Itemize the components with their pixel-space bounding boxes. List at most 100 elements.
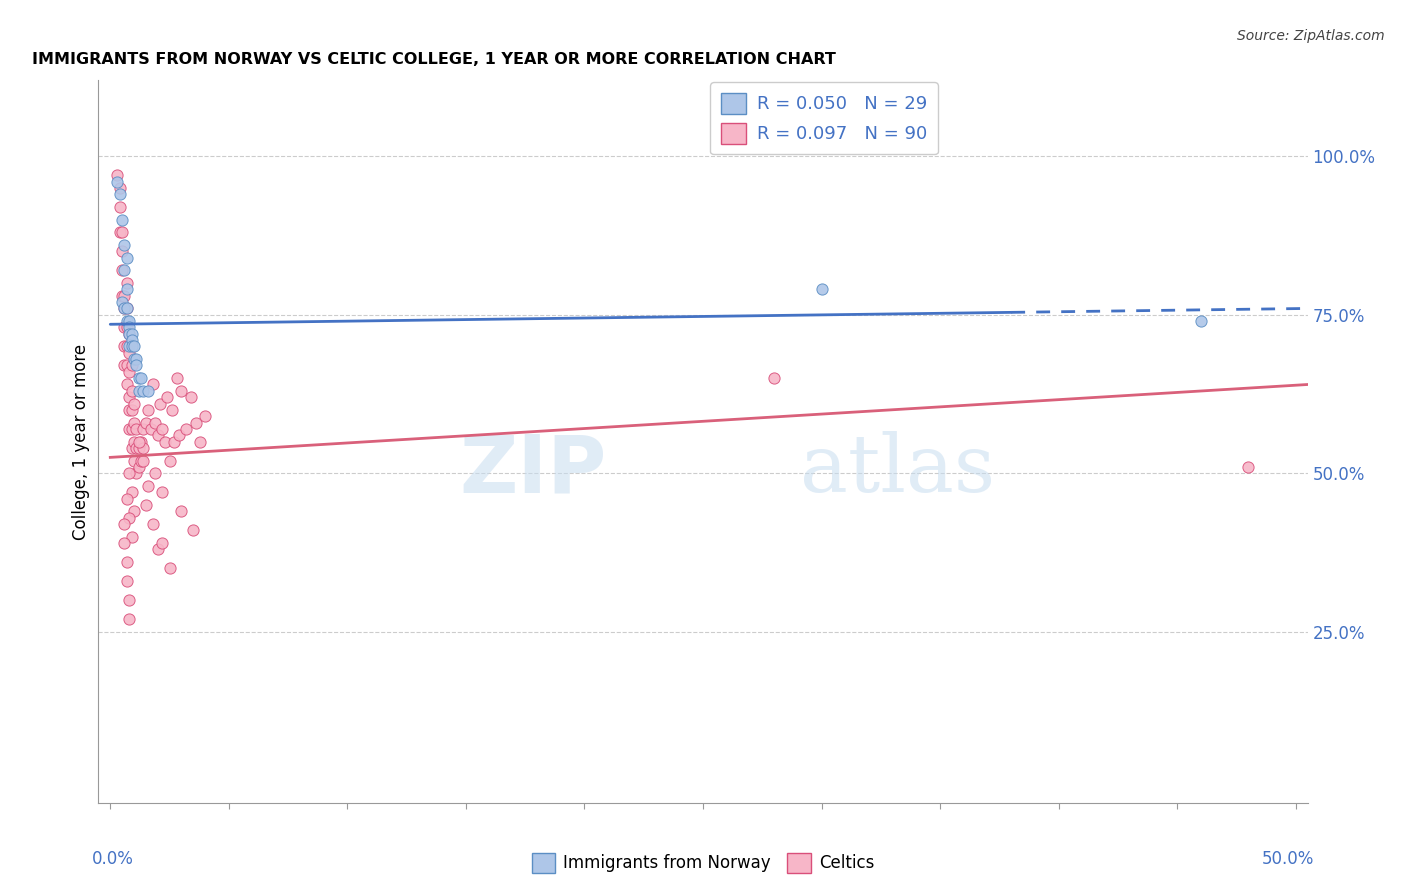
Point [125,422,148,436]
Point [122,453,145,467]
Point [122,396,145,410]
Point [118,346,141,360]
Point [128,459,150,474]
Point [129,371,152,385]
Point [118,326,141,341]
Point [111,295,134,310]
Point [111,244,134,259]
Point [139,422,162,436]
Point [115,301,138,316]
Point [115,301,138,316]
Point [114,536,136,550]
Y-axis label: College, 1 year or more: College, 1 year or more [72,343,90,540]
Point [118,339,141,353]
Point [108,226,131,240]
Point [146,542,169,557]
Point [118,326,141,341]
Point [143,467,166,481]
Point [121,441,143,455]
Point [114,301,136,316]
Text: 50.0%: 50.0% [1261,850,1313,868]
Point [111,212,134,227]
Point [190,434,212,449]
Point [128,371,150,385]
Point [121,402,143,417]
Point [115,574,138,588]
Point [180,390,202,404]
Point [128,434,150,449]
Point [121,422,143,436]
Point [115,276,138,290]
Point [118,510,141,524]
Text: 0.0%: 0.0% [93,850,134,868]
Point [122,434,145,449]
Point [170,384,193,398]
Point [115,359,138,373]
Point [184,416,207,430]
Point [135,416,157,430]
Point [121,485,143,500]
Point [118,467,141,481]
Point [132,384,155,398]
Point [181,523,204,537]
Point [114,263,136,277]
Point [118,314,141,328]
Point [129,453,152,467]
Point [118,612,141,626]
Text: atlas: atlas [800,432,995,509]
Point [149,396,172,410]
Point [108,200,131,214]
Point [122,339,145,353]
Point [163,434,186,449]
Point [115,314,138,328]
Point [143,416,166,430]
Point [114,339,136,353]
Point [194,409,217,424]
Point [1189,314,1212,328]
Point [810,282,832,296]
Point [125,359,148,373]
Legend: R = 0.050   N = 29, R = 0.097   N = 90: R = 0.050 N = 29, R = 0.097 N = 90 [710,82,938,154]
Point [132,441,155,455]
Point [121,326,143,341]
Point [122,504,145,518]
Point [125,441,148,455]
Point [167,428,190,442]
Point [111,263,134,277]
Point [152,422,174,436]
Point [114,320,136,334]
Point [118,365,141,379]
Point [132,453,155,467]
Point [763,371,786,385]
Point [108,181,131,195]
Text: ZIP: ZIP [458,432,606,509]
Point [156,390,179,404]
Text: Source: ZipAtlas.com: Source: ZipAtlas.com [1237,29,1385,43]
Point [111,289,134,303]
Point [132,422,155,436]
Point [146,428,169,442]
Point [114,289,136,303]
Point [128,384,150,398]
Point [121,333,143,347]
Point [122,352,145,367]
Point [114,301,136,316]
Point [115,339,138,353]
Point [152,485,174,500]
Point [114,516,136,531]
Point [111,226,134,240]
Point [118,593,141,607]
Point [135,498,157,512]
Point [152,536,174,550]
Point [115,320,138,334]
Point [121,359,143,373]
Point [105,175,128,189]
Point [115,491,138,506]
Point [142,516,165,531]
Point [115,251,138,265]
Point [121,339,143,353]
Point [105,169,128,183]
Point [170,504,193,518]
Point [166,371,188,385]
Point [159,453,181,467]
